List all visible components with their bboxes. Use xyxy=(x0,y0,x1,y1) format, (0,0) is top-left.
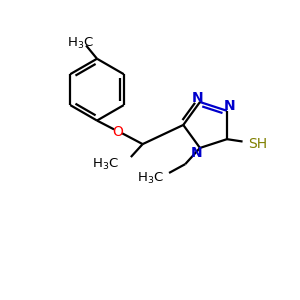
Text: H$_3$C: H$_3$C xyxy=(68,36,94,51)
Text: N: N xyxy=(190,146,202,160)
Text: SH: SH xyxy=(248,136,268,151)
Text: O: O xyxy=(112,125,123,140)
Text: H$_3$C: H$_3$C xyxy=(92,157,119,172)
Text: N: N xyxy=(224,99,236,113)
Text: N: N xyxy=(192,91,203,105)
Text: H$_3$C: H$_3$C xyxy=(137,170,164,185)
